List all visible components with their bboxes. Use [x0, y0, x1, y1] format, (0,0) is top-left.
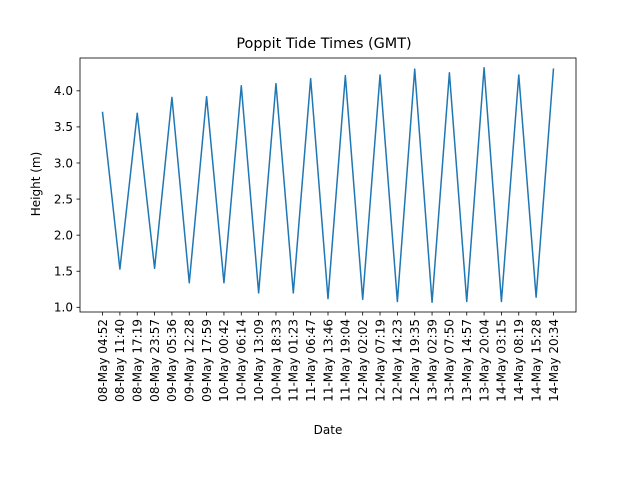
x-tick-label: 14-May 08:19: [512, 319, 526, 402]
series-line-0: [101, 66, 555, 304]
x-tick-label: 09-May 05:36: [165, 319, 179, 402]
x-tick-label: 09-May 17:59: [200, 319, 214, 402]
x-axis-title: Date: [314, 423, 343, 437]
y-tick-label: 2.0: [54, 228, 73, 242]
x-tick-label: 08-May 23:57: [148, 319, 162, 402]
y-tick-label: 1.0: [54, 301, 73, 315]
y-axis-title: Height (m): [29, 152, 43, 217]
x-tick-label: 13-May 07:50: [443, 319, 457, 402]
x-tick-label: 11-May 19:04: [339, 319, 353, 402]
x-tick-label: 08-May 04:52: [96, 319, 110, 402]
y-tick-label: 1.5: [54, 265, 73, 279]
x-tick-label: 13-May 02:39: [425, 319, 439, 402]
x-tick-label: 12-May 19:35: [408, 319, 422, 402]
x-tick-label: 11-May 06:47: [304, 319, 318, 402]
x-tick-label: 14-May 15:28: [529, 319, 543, 402]
chart-title: Poppit Tide Times (GMT): [236, 36, 411, 52]
x-tick-label: 10-May 06:14: [235, 319, 249, 402]
y-tick-label: 3.0: [54, 156, 73, 170]
x-tick-label: 13-May 20:04: [477, 319, 491, 402]
x-tick-label: 10-May 18:33: [269, 319, 283, 402]
x-tick-label: 10-May 13:09: [252, 319, 266, 402]
x-tick-label: 09-May 12:28: [183, 319, 197, 402]
x-tick-label: 14-May 03:15: [495, 319, 509, 402]
x-tick-label: 08-May 17:19: [131, 319, 145, 402]
x-tick-label: 10-May 00:42: [217, 319, 231, 402]
x-tick-label: 12-May 14:23: [391, 319, 405, 402]
y-tick-label: 2.5: [54, 192, 73, 206]
x-tick-label: 14-May 20:34: [547, 319, 561, 402]
x-tick-label: 12-May 02:02: [356, 319, 370, 402]
x-tick-label: 08-May 11:40: [113, 319, 127, 402]
y-tick-label: 4.0: [54, 84, 73, 98]
plot-area: 1.01.52.02.53.03.54.008-May 04:52 08-May …: [54, 57, 577, 402]
x-tick-label: 12-May 07:19: [373, 319, 387, 402]
x-tick-label: 13-May 14:57: [460, 319, 474, 402]
x-tick-label: 11-May 13:46: [321, 319, 335, 402]
x-tick-label: 11-May 01:23: [287, 319, 301, 402]
y-tick-label: 3.5: [54, 120, 73, 134]
